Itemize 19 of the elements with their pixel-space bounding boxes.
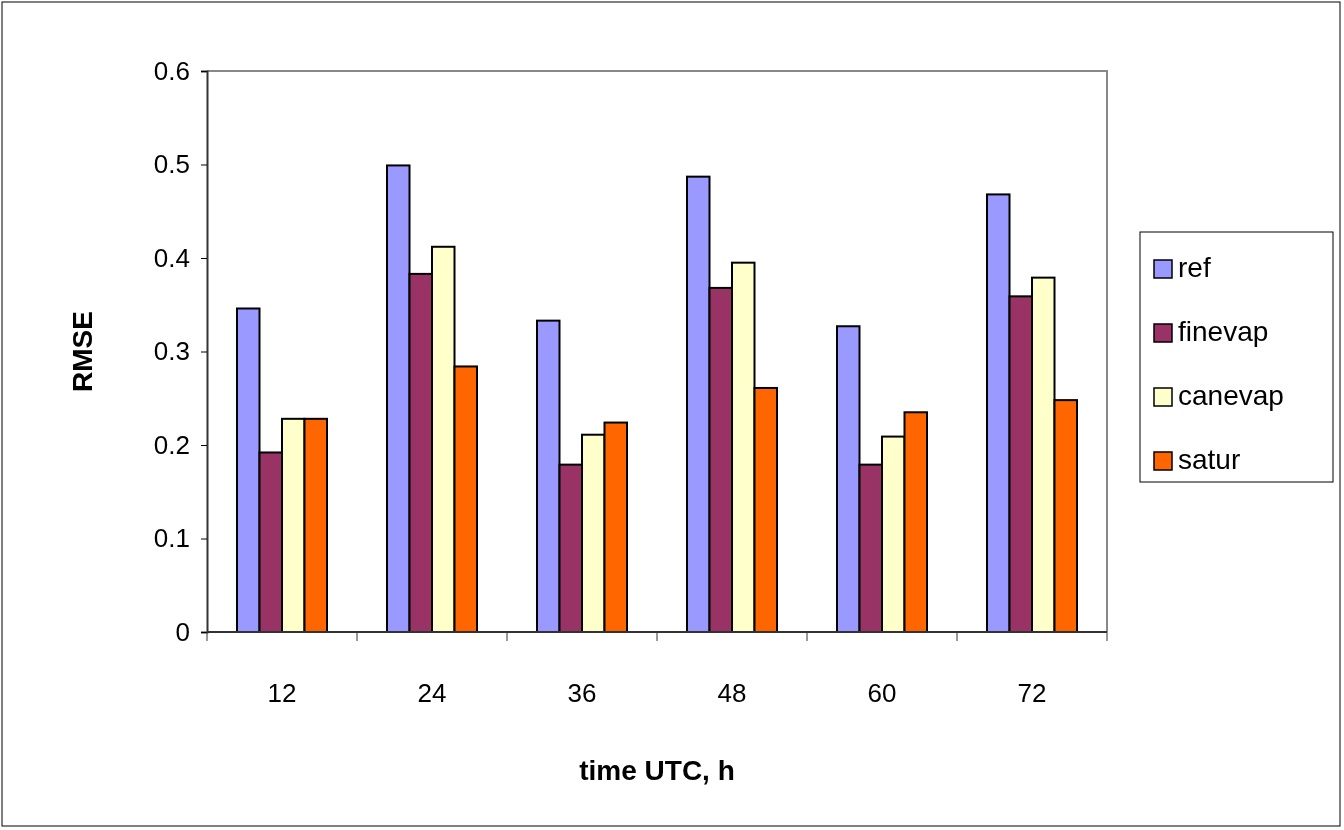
legend-label: ref (1178, 252, 1211, 283)
y-tick-label: 0 (175, 616, 190, 647)
legend-label: canevap (1178, 380, 1284, 411)
y-tick-label: 0.6 (153, 55, 190, 86)
x-axis-title: time UTC, h (579, 755, 735, 786)
y-tick-label: 0.2 (153, 429, 190, 460)
x-tick-label: 12 (267, 678, 297, 708)
y-axis-title: RMSE (67, 311, 98, 392)
y-tick-label: 0.1 (153, 523, 190, 554)
legend-label: satur (1178, 444, 1241, 475)
y-tick-label: 0.3 (153, 336, 190, 367)
y-tick-label: 0.4 (153, 242, 190, 273)
x-tick-label: 72 (1017, 678, 1047, 708)
x-tick-label: 36 (567, 678, 597, 708)
x-tick-label: 60 (867, 678, 897, 708)
x-tick-label: 48 (717, 678, 747, 708)
x-tick-label: 24 (417, 678, 447, 708)
legend-label: finevap (1178, 316, 1269, 347)
y-tick-label: 0.5 (153, 149, 190, 180)
